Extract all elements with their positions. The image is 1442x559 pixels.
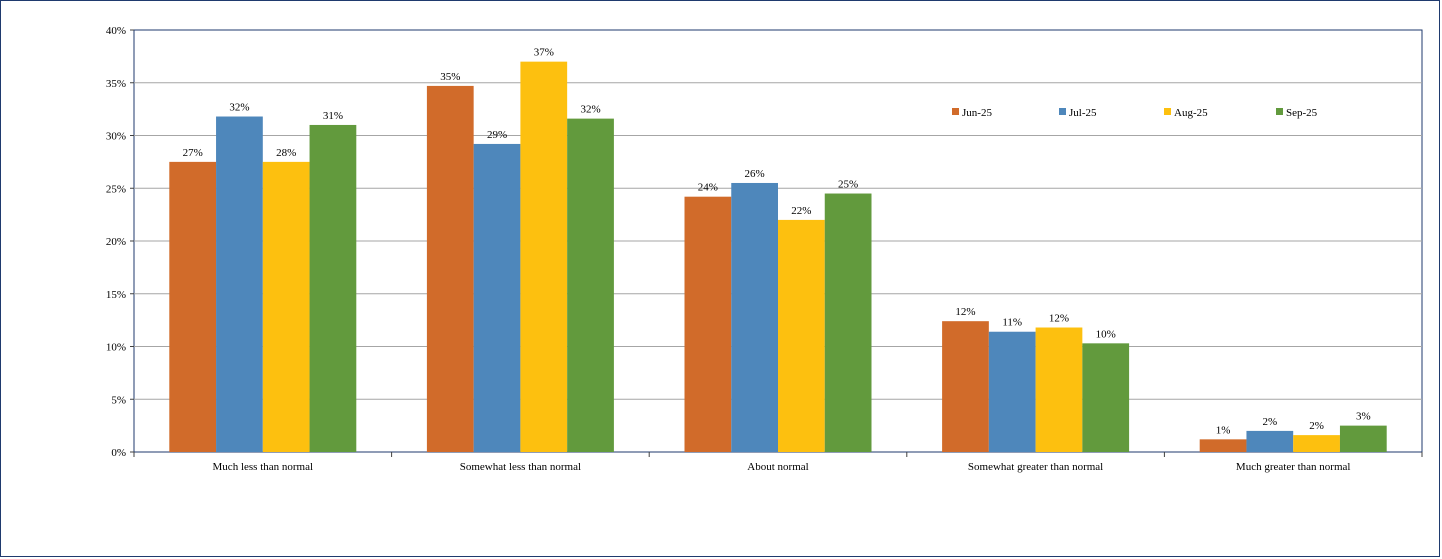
bar-aug-25 <box>778 219 825 452</box>
x-category-label: About normal <box>747 461 808 473</box>
bar-jul-25 <box>988 331 1036 452</box>
data-label: 35% <box>440 71 460 83</box>
x-category-label: Much greater than normal <box>1236 461 1351 473</box>
y-tick-label: 20% <box>106 236 126 248</box>
data-label: 25% <box>838 179 858 191</box>
bar-aug-25 <box>1293 435 1340 452</box>
data-label: 32% <box>580 104 600 116</box>
bar-aug-25 <box>262 161 310 452</box>
x-category-label: Somewhat greater than normal <box>968 461 1103 473</box>
data-label: 12% <box>1049 313 1069 325</box>
data-label: 31% <box>323 110 343 122</box>
y-tick-label: 5% <box>111 394 126 406</box>
y-tick-label: 10% <box>106 342 126 354</box>
bar-jul-25 <box>731 182 778 452</box>
data-label: 26% <box>745 168 765 180</box>
data-label: 10% <box>1096 328 1116 340</box>
bar-aug-25 <box>520 61 568 453</box>
bar-jul-25 <box>1246 430 1294 452</box>
data-label: 2% <box>1262 416 1277 428</box>
legend-label-aug-25: Aug-25 <box>1174 107 1208 119</box>
legend-label-jun-25: Jun-25 <box>962 107 992 119</box>
data-label: 1% <box>1216 424 1231 436</box>
y-tick-label: 25% <box>106 183 126 195</box>
legend-label-sep-25: Sep-25 <box>1286 107 1318 119</box>
data-label: 27% <box>183 147 203 159</box>
legend-label-jul-25: Jul-25 <box>1069 107 1097 119</box>
x-category-label: Much less than normal <box>213 461 314 473</box>
y-tick-label: 30% <box>106 131 126 143</box>
data-label: 2% <box>1309 420 1324 432</box>
bar-jun-25 <box>684 196 732 452</box>
y-tick-label: 15% <box>106 289 126 301</box>
legend-swatch-jul-25 <box>1059 108 1066 115</box>
bar-jun-25 <box>426 85 474 452</box>
bar-sep-25 <box>1082 343 1130 452</box>
y-tick-label: 0% <box>111 447 126 459</box>
legend-swatch-aug-25 <box>1164 108 1171 115</box>
bar-jun-25 <box>942 321 989 452</box>
data-label: 3% <box>1356 411 1371 423</box>
bar-sep-25 <box>1339 425 1387 452</box>
data-label: 29% <box>487 129 507 141</box>
bar-jun-25 <box>1199 439 1247 452</box>
data-label: 11% <box>1002 317 1022 329</box>
bar-sep-25 <box>824 193 872 452</box>
data-label: 12% <box>955 306 975 318</box>
bar-jul-25 <box>216 116 263 452</box>
data-label: 28% <box>276 147 296 159</box>
x-category-label: Somewhat less than normal <box>460 461 581 473</box>
bar-sep-25 <box>567 118 614 453</box>
data-label: 37% <box>534 47 554 59</box>
bar-sep-25 <box>309 124 357 452</box>
legend-swatch-jun-25 <box>952 108 959 115</box>
data-label: 22% <box>791 205 811 217</box>
bar-aug-25 <box>1035 327 1083 452</box>
y-tick-label: 35% <box>106 78 126 90</box>
y-tick-label: 40% <box>106 25 126 37</box>
data-label: 24% <box>698 182 718 194</box>
legend-swatch-sep-25 <box>1276 108 1283 115</box>
data-label: 32% <box>229 102 249 114</box>
bar-jul-25 <box>473 143 521 452</box>
bar-jun-25 <box>169 161 217 452</box>
